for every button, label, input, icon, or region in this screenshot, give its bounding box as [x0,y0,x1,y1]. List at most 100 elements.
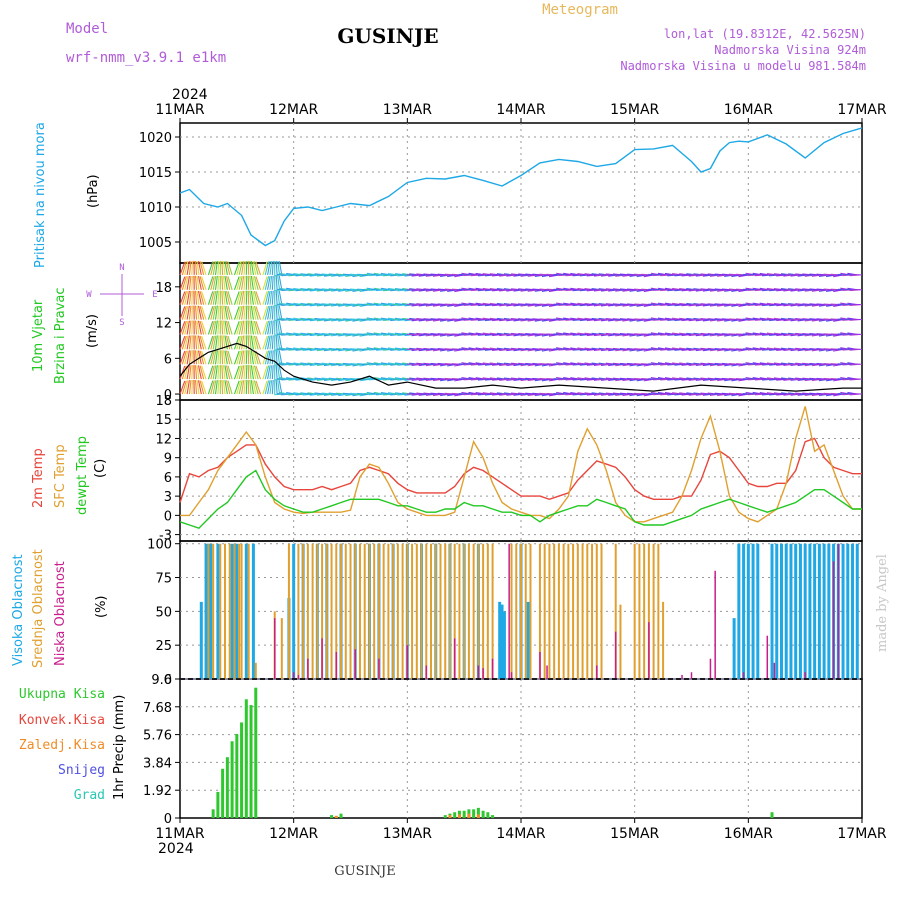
wind-barb [201,276,207,290]
wind-barb [196,350,200,365]
wind-barb [262,320,268,335]
wind-barb [255,365,262,380]
wind-barb [196,275,200,290]
wind-barb [264,290,270,305]
wind-barb [197,305,202,320]
wind-barb [207,306,214,320]
wind-barb [181,335,187,350]
wind-barb [201,321,207,335]
wind-barb [217,290,220,305]
wind-barb [222,260,226,275]
wind-barb [267,261,271,276]
x-tick-label-top: 13MAR [383,102,432,118]
wind-barb [210,291,215,305]
wind-barb [238,350,243,365]
wind-barb [194,320,198,335]
wind-barb [207,335,214,350]
wind-barb [186,290,190,305]
wind-barb [278,275,283,290]
wind-barb [217,320,220,335]
y-tick-label: 3.84 [143,756,172,771]
x-tick-label-bottom: 11MAR [155,826,204,842]
wind-barb [238,276,243,290]
wind-barb [278,305,283,320]
wind-barb [184,350,189,365]
wind-barb [252,365,257,380]
wind-barb [227,350,233,365]
wind-barb [269,275,273,290]
wind-barb [212,335,217,350]
precip-frozen-bar [448,815,452,818]
compass-west: W [86,290,92,300]
wind-barb [278,335,283,350]
wind-barb [221,320,224,335]
cloud-ylabel-a: Visoka Oblacnost [11,554,26,666]
legend-graupel: Grad [74,788,105,803]
wind-barb [255,291,262,305]
wind-barb [264,320,270,335]
x-tick-label-top: 17MAR [837,102,886,118]
wind-barb [253,276,259,290]
wind-barb [212,380,217,395]
precip-total-bar [453,812,457,818]
wind-barb [227,335,233,350]
wind-barb [236,276,242,290]
wind-barb [275,305,278,320]
wind-barb [221,275,224,290]
wind-barb [199,291,205,305]
year-top: 2024 [172,87,208,103]
wind-barb [233,276,240,290]
wind-barb [222,290,226,305]
wind-barb [186,335,190,350]
wind-barb [277,290,281,305]
wind-barb [181,276,187,290]
wind-barb [264,365,270,380]
wind-barb [188,365,192,380]
wind-barb [201,291,207,305]
x-tick-label-top: 14MAR [496,102,545,118]
wind-barb [249,305,252,320]
wind-barb [181,320,187,335]
precip-panel [179,678,863,819]
wind-barb [225,290,231,305]
wind-barb [253,365,259,380]
wind-barb [225,380,231,395]
wind-barb [199,305,205,320]
wind-barb [250,290,254,305]
wind-barb [269,350,273,365]
wind-barb [184,290,189,305]
wind-barb [212,290,217,305]
wind-barb [184,276,189,290]
wind-barb [269,320,273,335]
precip-ylabel: 1hr Precip (mm) [112,695,127,800]
wind-barb [217,335,220,350]
precip-total-bar [235,734,239,818]
wind-barb [233,261,240,276]
credit: made by Angel [875,554,890,652]
precip-total-bar [443,815,447,818]
wind-barb [249,350,252,365]
x-tick-label-bottom: 13MAR [383,826,432,842]
wind-barb [201,365,207,380]
compass-north: N [119,263,124,273]
wind-barb [227,276,233,290]
wind-barb [194,365,198,380]
precip-frozen-bar [334,815,338,818]
wind-barb [191,305,194,320]
wind-barb [214,305,218,320]
wind-barb [250,380,254,395]
wind-barb [221,380,224,395]
wind-barb [264,276,270,290]
wind-barb [199,335,205,350]
wind-barb [179,306,186,320]
wind-barb [278,320,283,335]
wind-barb [250,275,254,290]
wind-barb [217,380,220,395]
wind-barb [184,305,189,320]
wind-barb [217,305,220,320]
wind-barb [225,350,231,365]
wind-barb [184,380,189,395]
wind-barb [262,380,268,395]
precip-frozen-bar [457,814,461,818]
wind-barb [197,335,202,350]
